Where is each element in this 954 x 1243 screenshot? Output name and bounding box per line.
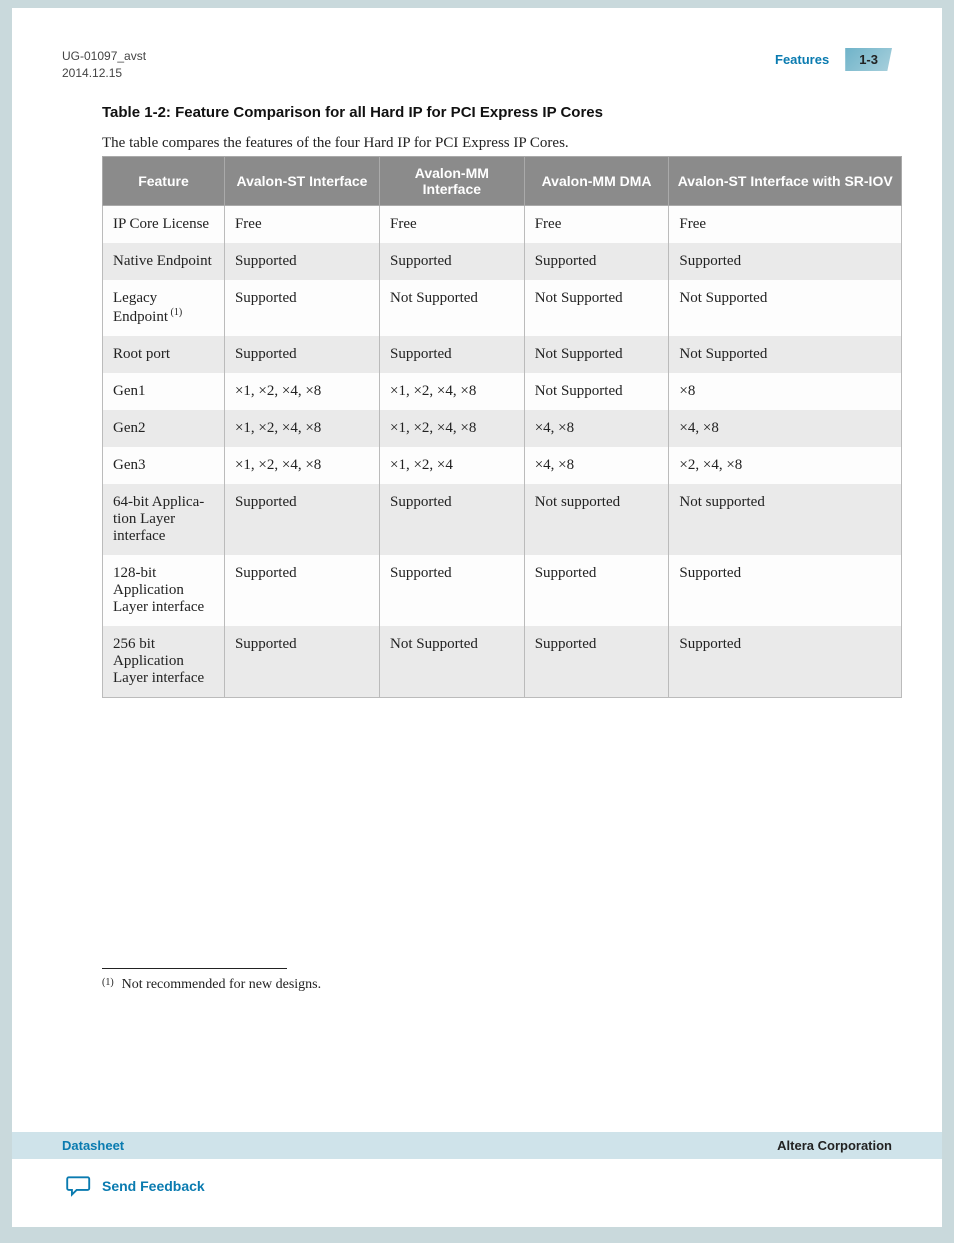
- cell: 128-bit Application Layer interface: [103, 555, 225, 626]
- col-header: Avalon-MM DMA: [524, 156, 669, 205]
- cell: Supported: [669, 626, 902, 698]
- col-header: Avalon-ST Interface: [224, 156, 379, 205]
- cell: Not Supported: [380, 280, 525, 336]
- cell: ×4, ×8: [524, 410, 669, 447]
- table-row: 128-bit Application Layer interface Supp…: [103, 555, 902, 626]
- table-row: Gen1 ×1, ×2, ×4, ×8 ×1, ×2, ×4, ×8 Not S…: [103, 373, 902, 410]
- footer-right: Altera Corporation: [777, 1138, 892, 1153]
- footnote-marker: (1): [102, 977, 114, 993]
- cell: Supported: [669, 243, 902, 280]
- cell: Not Supported: [524, 280, 669, 336]
- cell: Free: [669, 205, 902, 243]
- cell: Not Supported: [669, 280, 902, 336]
- cell: Gen3: [103, 447, 225, 484]
- cell: Free: [224, 205, 379, 243]
- table-row: 64-bit Applica­tion Layer interface Supp…: [103, 484, 902, 555]
- cell: Root port: [103, 336, 225, 373]
- table-row: Root port Supported Supported Not Suppor…: [103, 336, 902, 373]
- footnote: (1) Not recommended for new designs.: [102, 977, 892, 993]
- cell: Supported: [380, 555, 525, 626]
- cell: Not supported: [669, 484, 902, 555]
- cell: ×4, ×8: [669, 410, 902, 447]
- cell: IP Core License: [103, 205, 225, 243]
- cell: Supported: [669, 555, 902, 626]
- cell: Native Endpoint: [103, 243, 225, 280]
- cell: Free: [524, 205, 669, 243]
- cell: Supported: [380, 243, 525, 280]
- cell: Supported: [224, 336, 379, 373]
- cell: ×8: [669, 373, 902, 410]
- send-feedback-link[interactable]: Send Feedback: [66, 1175, 205, 1197]
- table-row: Gen3 ×1, ×2, ×4, ×8 ×1, ×2, ×4 ×4, ×8 ×2…: [103, 447, 902, 484]
- table-row: Legacy Endpoint (1) Supported Not Suppor…: [103, 280, 902, 336]
- table-header-row: Feature Avalon-ST Interface Avalon-MM In…: [103, 156, 902, 205]
- cell: Supported: [524, 555, 669, 626]
- cell: ×1, ×2, ×4: [380, 447, 525, 484]
- cell: 64-bit Applica­tion Layer interface: [103, 484, 225, 555]
- cell: ×1, ×2, ×4, ×8: [224, 410, 379, 447]
- cell: Supported: [380, 336, 525, 373]
- cell: Supported: [224, 626, 379, 698]
- cell: Not supported: [524, 484, 669, 555]
- page-number: 1-3: [845, 48, 892, 71]
- cell: ×2, ×4, ×8: [669, 447, 902, 484]
- table-row: Native Endpoint Supported Supported Supp…: [103, 243, 902, 280]
- cell: Supported: [380, 484, 525, 555]
- table-row: 256 bit Application Layer interface Supp…: [103, 626, 902, 698]
- footer-left-link[interactable]: Datasheet: [62, 1138, 124, 1153]
- cell: ×1, ×2, ×4, ×8: [380, 373, 525, 410]
- footnote-rule: [102, 968, 287, 969]
- table-intro: The table compares the features of the f…: [102, 135, 892, 152]
- send-feedback-label: Send Feedback: [102, 1178, 205, 1194]
- page-header: UG-01097_avst 2014.12.15 Features 1-3: [62, 48, 892, 82]
- cell: Gen1: [103, 373, 225, 410]
- doc-date: 2014.12.15: [62, 65, 146, 82]
- feedback-icon: [66, 1175, 92, 1197]
- table-title: Table 1-2: Feature Comparison for all Ha…: [102, 104, 892, 121]
- cell: ×1, ×2, ×4, ×8: [224, 447, 379, 484]
- col-header: Avalon-MM Interface: [380, 156, 525, 205]
- cell: Gen2: [103, 410, 225, 447]
- cell: ×4, ×8: [524, 447, 669, 484]
- footnote-text: Not recommended for new designs.: [122, 977, 321, 993]
- col-header: Feature: [103, 156, 225, 205]
- cell: Legacy Endpoint (1): [103, 280, 225, 336]
- cell: Supported: [224, 555, 379, 626]
- cell: Not Supported: [524, 373, 669, 410]
- cell: ×1, ×2, ×4, ×8: [224, 373, 379, 410]
- col-header: Avalon-ST Interface with SR-IOV: [669, 156, 902, 205]
- cell: ×1, ×2, ×4, ×8: [380, 410, 525, 447]
- document-page: UG-01097_avst 2014.12.15 Features 1-3 Ta…: [12, 8, 942, 1227]
- cell: Supported: [524, 626, 669, 698]
- cell: Free: [380, 205, 525, 243]
- cell: Supported: [224, 280, 379, 336]
- footnote-ref: (1): [168, 307, 182, 318]
- doc-id: UG-01097_avst: [62, 48, 146, 65]
- table-row: IP Core License Free Free Free Free: [103, 205, 902, 243]
- section-label: Features: [775, 52, 829, 67]
- cell: 256 bit Application Layer interface: [103, 626, 225, 698]
- table-body: IP Core License Free Free Free Free Nati…: [103, 205, 902, 697]
- cell: Not Supported: [669, 336, 902, 373]
- cell: Not Supported: [380, 626, 525, 698]
- cell: Supported: [524, 243, 669, 280]
- header-right: Features 1-3: [775, 48, 892, 71]
- cell: Supported: [224, 243, 379, 280]
- cell: Supported: [224, 484, 379, 555]
- cell: Not Supported: [524, 336, 669, 373]
- table-row: Gen2 ×1, ×2, ×4, ×8 ×1, ×2, ×4, ×8 ×4, ×…: [103, 410, 902, 447]
- feature-comparison-table: Feature Avalon-ST Interface Avalon-MM In…: [102, 156, 902, 698]
- page-footer: Datasheet Altera Corporation: [12, 1132, 942, 1159]
- header-left: UG-01097_avst 2014.12.15: [62, 48, 146, 82]
